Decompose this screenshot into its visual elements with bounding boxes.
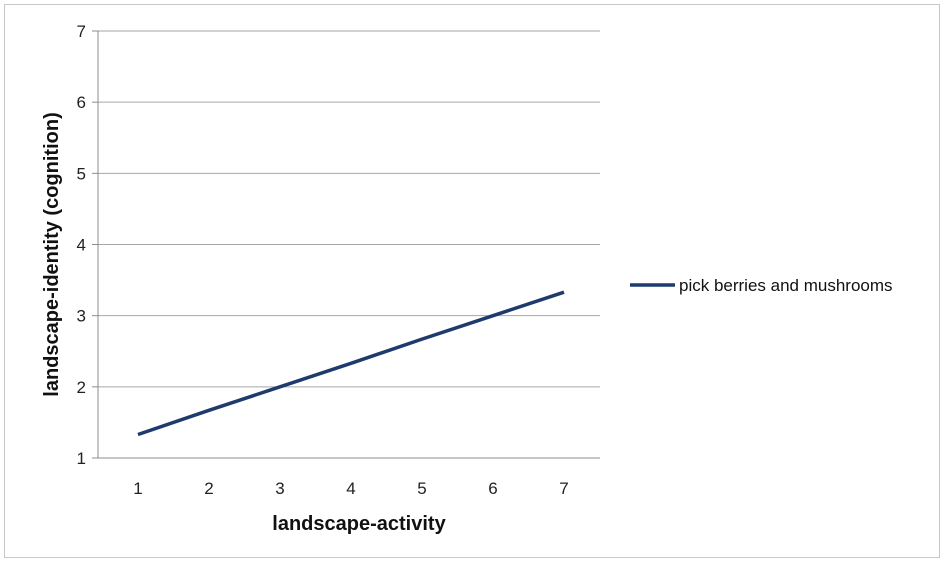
y-tick-label: 6 xyxy=(77,93,86,112)
chart-frame xyxy=(4,4,940,558)
x-tick-labels: 1 2 3 4 5 6 7 xyxy=(133,479,568,498)
series-lines xyxy=(137,290,565,437)
y-tick-label: 5 xyxy=(77,164,86,183)
y-tick-labels: 1 2 3 4 5 6 7 xyxy=(77,22,86,468)
legend: pick berries and mushrooms xyxy=(630,276,893,295)
gridlines xyxy=(92,30,600,459)
y-tick-label: 7 xyxy=(77,22,86,41)
x-axis-title: landscape-activity xyxy=(272,513,446,535)
y-tick-label: 3 xyxy=(77,307,86,326)
series-line xyxy=(137,290,565,437)
y-tick-label: 4 xyxy=(77,236,86,255)
x-tick-label: 7 xyxy=(559,479,568,498)
y-axis-title: landscape-identity (cognition) xyxy=(41,112,63,396)
x-tick-label: 5 xyxy=(417,479,426,498)
x-tick-label: 4 xyxy=(346,479,355,498)
y-tick-label: 2 xyxy=(77,378,86,397)
legend-label: pick berries and mushrooms xyxy=(679,276,893,295)
x-tick-label: 3 xyxy=(275,479,284,498)
axes xyxy=(97,31,600,459)
y-tick-label: 1 xyxy=(77,449,86,468)
x-tick-label: 1 xyxy=(133,479,142,498)
x-tick-label: 6 xyxy=(488,479,497,498)
x-tick-label: 2 xyxy=(204,479,213,498)
